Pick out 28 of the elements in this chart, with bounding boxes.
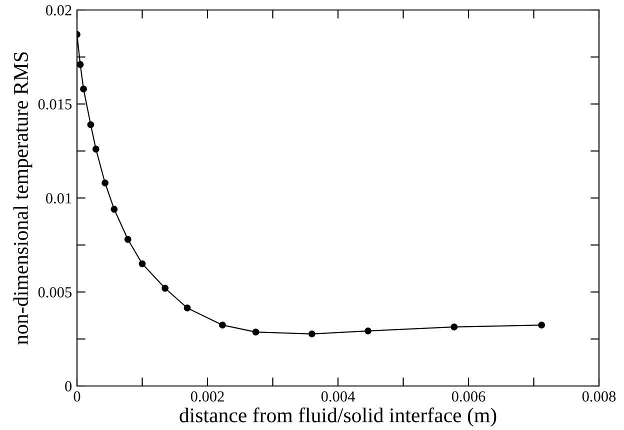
point (87, 121, 94, 128)
point (124, 236, 132, 243)
y-tick-label: 0 (65, 381, 72, 392)
x-tick-label: 0.002 (190, 391, 224, 402)
y-tick-label: 0.005 (38, 287, 72, 298)
y-axis-title: non-dimensional temperature RMS (13, 52, 32, 344)
point (102, 179, 109, 186)
point (80, 85, 87, 92)
point (184, 304, 191, 312)
point (219, 322, 226, 329)
point (162, 284, 169, 292)
x-tick-label: 0 (74, 391, 80, 402)
point (252, 328, 260, 336)
point (538, 322, 546, 329)
point (110, 206, 118, 213)
point (450, 323, 458, 330)
point (138, 260, 146, 268)
x-tick-label: 0.008 (582, 391, 616, 402)
x-tick-label: 0.004 (321, 391, 355, 402)
x-axis-title: distance from fluid/solid interface (m) (180, 407, 496, 427)
point (364, 327, 372, 334)
y-tick-label: 0.01 (46, 193, 72, 204)
x-tick-label: 0.006 (452, 391, 486, 402)
point (92, 146, 100, 153)
point (308, 330, 316, 338)
y-tick-label: 0.015 (38, 99, 72, 110)
point (77, 61, 84, 68)
y-tick-label: 0.02 (46, 5, 72, 16)
